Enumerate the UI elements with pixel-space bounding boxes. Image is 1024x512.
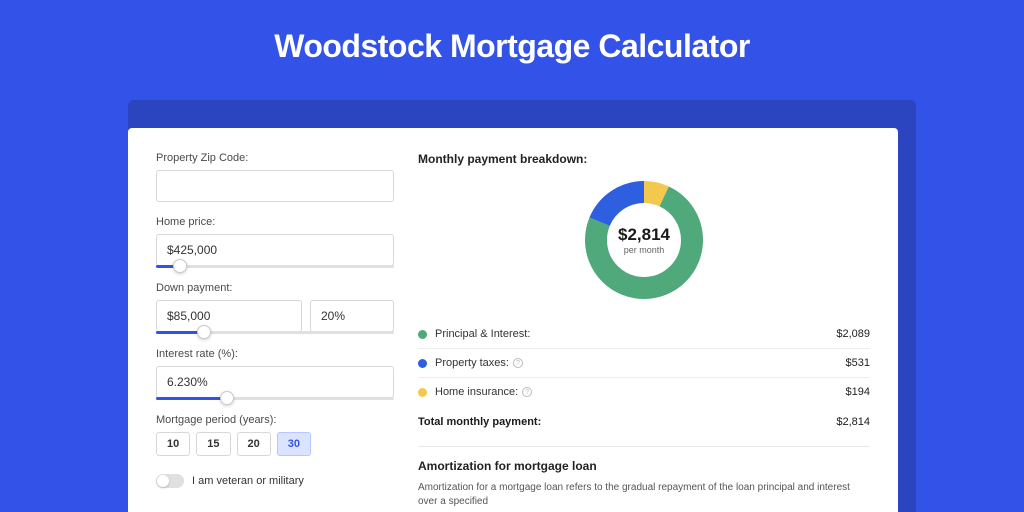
breakdown-value: $2,089 bbox=[836, 328, 870, 340]
period-field-group: Mortgage period (years): 1015 2030 bbox=[156, 414, 394, 456]
period-buttons: 1015 2030 bbox=[156, 432, 394, 456]
veteran-row: I am veteran or military bbox=[156, 474, 394, 488]
price-label: Home price: bbox=[156, 216, 394, 228]
info-icon[interactable]: ? bbox=[513, 358, 523, 368]
legend-dot-icon bbox=[418, 388, 427, 397]
info-icon[interactable]: ? bbox=[522, 387, 532, 397]
period-btn-10[interactable]: 10 bbox=[156, 432, 190, 456]
rate-field-group: Interest rate (%): bbox=[156, 348, 394, 400]
donut-center: $2,814 per month bbox=[582, 178, 706, 302]
rate-slider-thumb[interactable] bbox=[220, 391, 234, 405]
breakdown-row: Home insurance:?$194 bbox=[418, 378, 870, 406]
total-label: Total monthly payment: bbox=[418, 416, 836, 428]
zip-input[interactable] bbox=[156, 170, 394, 202]
breakdown-title: Monthly payment breakdown: bbox=[418, 152, 870, 166]
rate-input[interactable] bbox=[156, 366, 394, 398]
breakdown-row: Principal & Interest:$2,089 bbox=[418, 320, 870, 349]
results-column: Monthly payment breakdown: $2,814 per mo… bbox=[418, 152, 870, 488]
divider bbox=[418, 446, 870, 447]
price-input[interactable] bbox=[156, 234, 394, 266]
donut-amount: $2,814 bbox=[618, 225, 670, 245]
breakdown-row: Property taxes:?$531 bbox=[418, 349, 870, 378]
veteran-label: I am veteran or military bbox=[192, 475, 304, 487]
amort-title: Amortization for mortgage loan bbox=[418, 459, 870, 473]
amort-text: Amortization for a mortgage loan refers … bbox=[418, 481, 870, 509]
donut-chart: $2,814 per month bbox=[582, 178, 706, 302]
price-field-group: Home price: bbox=[156, 216, 394, 268]
breakdown-label: Property taxes:? bbox=[435, 357, 846, 369]
period-label: Mortgage period (years): bbox=[156, 414, 394, 426]
breakdown-value: $194 bbox=[846, 386, 870, 398]
donut-chart-wrap: $2,814 per month bbox=[418, 178, 870, 302]
legend-dot-icon bbox=[418, 359, 427, 368]
down-pct-input[interactable] bbox=[310, 300, 394, 332]
calculator-card: Property Zip Code: Home price: Down paym… bbox=[128, 128, 898, 512]
rate-label: Interest rate (%): bbox=[156, 348, 394, 360]
period-btn-15[interactable]: 15 bbox=[196, 432, 230, 456]
total-row: Total monthly payment: $2,814 bbox=[418, 406, 870, 442]
price-slider[interactable] bbox=[156, 265, 394, 268]
form-column: Property Zip Code: Home price: Down paym… bbox=[156, 152, 394, 488]
veteran-toggle-knob bbox=[157, 475, 169, 487]
breakdown-label: Home insurance:? bbox=[435, 386, 846, 398]
total-value: $2,814 bbox=[836, 416, 870, 428]
donut-sub: per month bbox=[624, 245, 665, 255]
legend-dot-icon bbox=[418, 330, 427, 339]
down-label: Down payment: bbox=[156, 282, 394, 294]
price-slider-thumb[interactable] bbox=[173, 259, 187, 273]
breakdown-list: Principal & Interest:$2,089Property taxe… bbox=[418, 320, 870, 406]
zip-field-group: Property Zip Code: bbox=[156, 152, 394, 202]
page-title: Woodstock Mortgage Calculator bbox=[0, 0, 1024, 83]
zip-label: Property Zip Code: bbox=[156, 152, 394, 164]
breakdown-value: $531 bbox=[846, 357, 870, 369]
down-slider[interactable] bbox=[156, 331, 394, 334]
down-field-group: Down payment: bbox=[156, 282, 394, 334]
down-amount-input[interactable] bbox=[156, 300, 302, 332]
period-btn-30[interactable]: 30 bbox=[277, 432, 311, 456]
breakdown-label: Principal & Interest: bbox=[435, 328, 836, 340]
period-btn-20[interactable]: 20 bbox=[237, 432, 271, 456]
veteran-toggle[interactable] bbox=[156, 474, 184, 488]
down-slider-thumb[interactable] bbox=[197, 325, 211, 339]
rate-slider[interactable] bbox=[156, 397, 394, 400]
